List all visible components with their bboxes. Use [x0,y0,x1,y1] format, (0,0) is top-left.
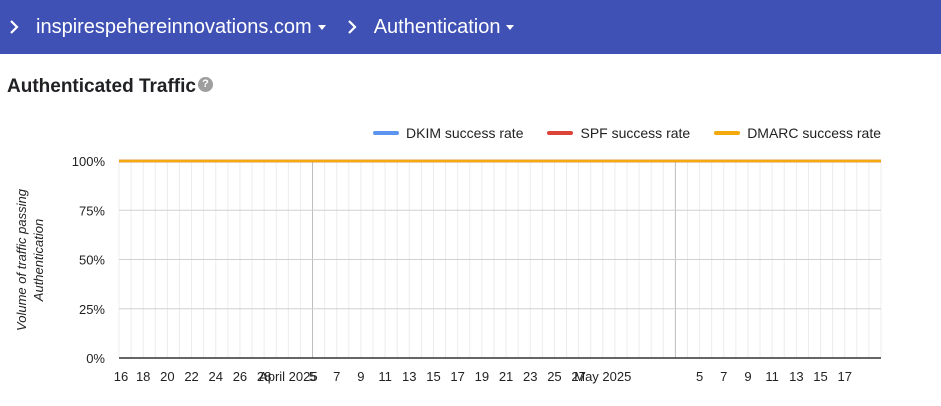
chevron-right-icon [6,15,22,39]
page-title: Authenticated Traffic [7,76,196,97]
section-selector[interactable]: Authentication [374,16,515,39]
legend-swatch [547,131,574,135]
x-tick-label: 25 [547,369,561,384]
x-tick-label: 5 [696,369,703,384]
x-tick-label: 20 [160,369,174,384]
x-tick-label: 11 [378,369,392,384]
legend-swatch [714,131,741,135]
x-tick-label: 9 [744,369,751,384]
y-tick-label: 100% [72,154,106,169]
x-tick-label: 28 [257,369,271,384]
chart-legend: DKIM success rate SPF success rate DMARC s… [349,125,881,141]
x-tick-label: 26 [233,369,247,384]
legend-item: DKIM success rate [373,125,523,141]
y-tick-label: 75% [79,203,105,218]
x-tick-label: 16 [114,369,128,384]
x-tick-label: 7 [333,369,340,384]
x-tick-label: 7 [720,369,727,384]
x-tick-label: 9 [357,369,364,384]
section-label: Authentication [373,15,501,38]
chevron-right-icon [344,15,360,39]
x-tick-label: 27 [571,369,585,384]
legend-label: DMARC success rate [747,125,881,141]
domain-label: inspirespehereinnovations.com [36,15,312,38]
x-tick-label: 17 [837,369,851,384]
dropdown-caret-icon [506,24,515,30]
x-tick-label: 21 [499,369,513,384]
legend-label: DKIM success rate [406,125,524,141]
x-tick-label: 23 [523,369,537,384]
x-tick-label: May 2025 [574,369,631,384]
y-tick-label: 0% [86,351,105,366]
section-heading: Authenticated Traffic ? [7,76,213,98]
x-tick-label: 24 [209,369,223,384]
x-tick-label: 5 [309,369,316,384]
domain-selector[interactable]: inspirespehereinnovations.com [36,16,326,39]
x-tick-label: 13 [402,369,416,384]
x-tick-label: 13 [789,369,803,384]
x-tick-label: 19 [475,369,489,384]
y-tick-label: 25% [79,302,105,317]
x-tick-label: 17 [450,369,464,384]
x-tick-label: 11 [765,369,779,384]
legend-label: SPF success rate [580,125,691,141]
help-icon[interactable]: ? [197,76,213,92]
dropdown-caret-icon [317,24,326,30]
x-tick-label: 15 [813,369,827,384]
legend-item: DMARC success rate [714,125,881,141]
top-app-bar: inspirespehereinnovations.com Authentica… [0,0,941,54]
y-tick-label: 50% [79,253,105,268]
x-tick-label: 22 [184,369,198,384]
x-tick-label: 15 [426,369,440,384]
legend-item: SPF success rate [547,125,690,141]
x-tick-label: 18 [136,369,150,384]
x-tick-label: April 2025 [259,369,318,384]
legend-swatch [373,131,399,135]
